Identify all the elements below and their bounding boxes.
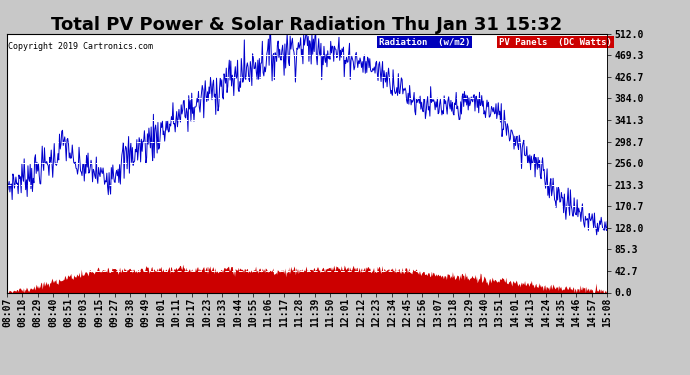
Title: Total PV Power & Solar Radiation Thu Jan 31 15:32: Total PV Power & Solar Radiation Thu Jan… [52, 16, 562, 34]
Text: Radiation  (w/m2): Radiation (w/m2) [379, 38, 471, 46]
Text: PV Panels  (DC Watts): PV Panels (DC Watts) [499, 38, 612, 46]
Text: Copyright 2019 Cartronics.com: Copyright 2019 Cartronics.com [8, 42, 152, 51]
